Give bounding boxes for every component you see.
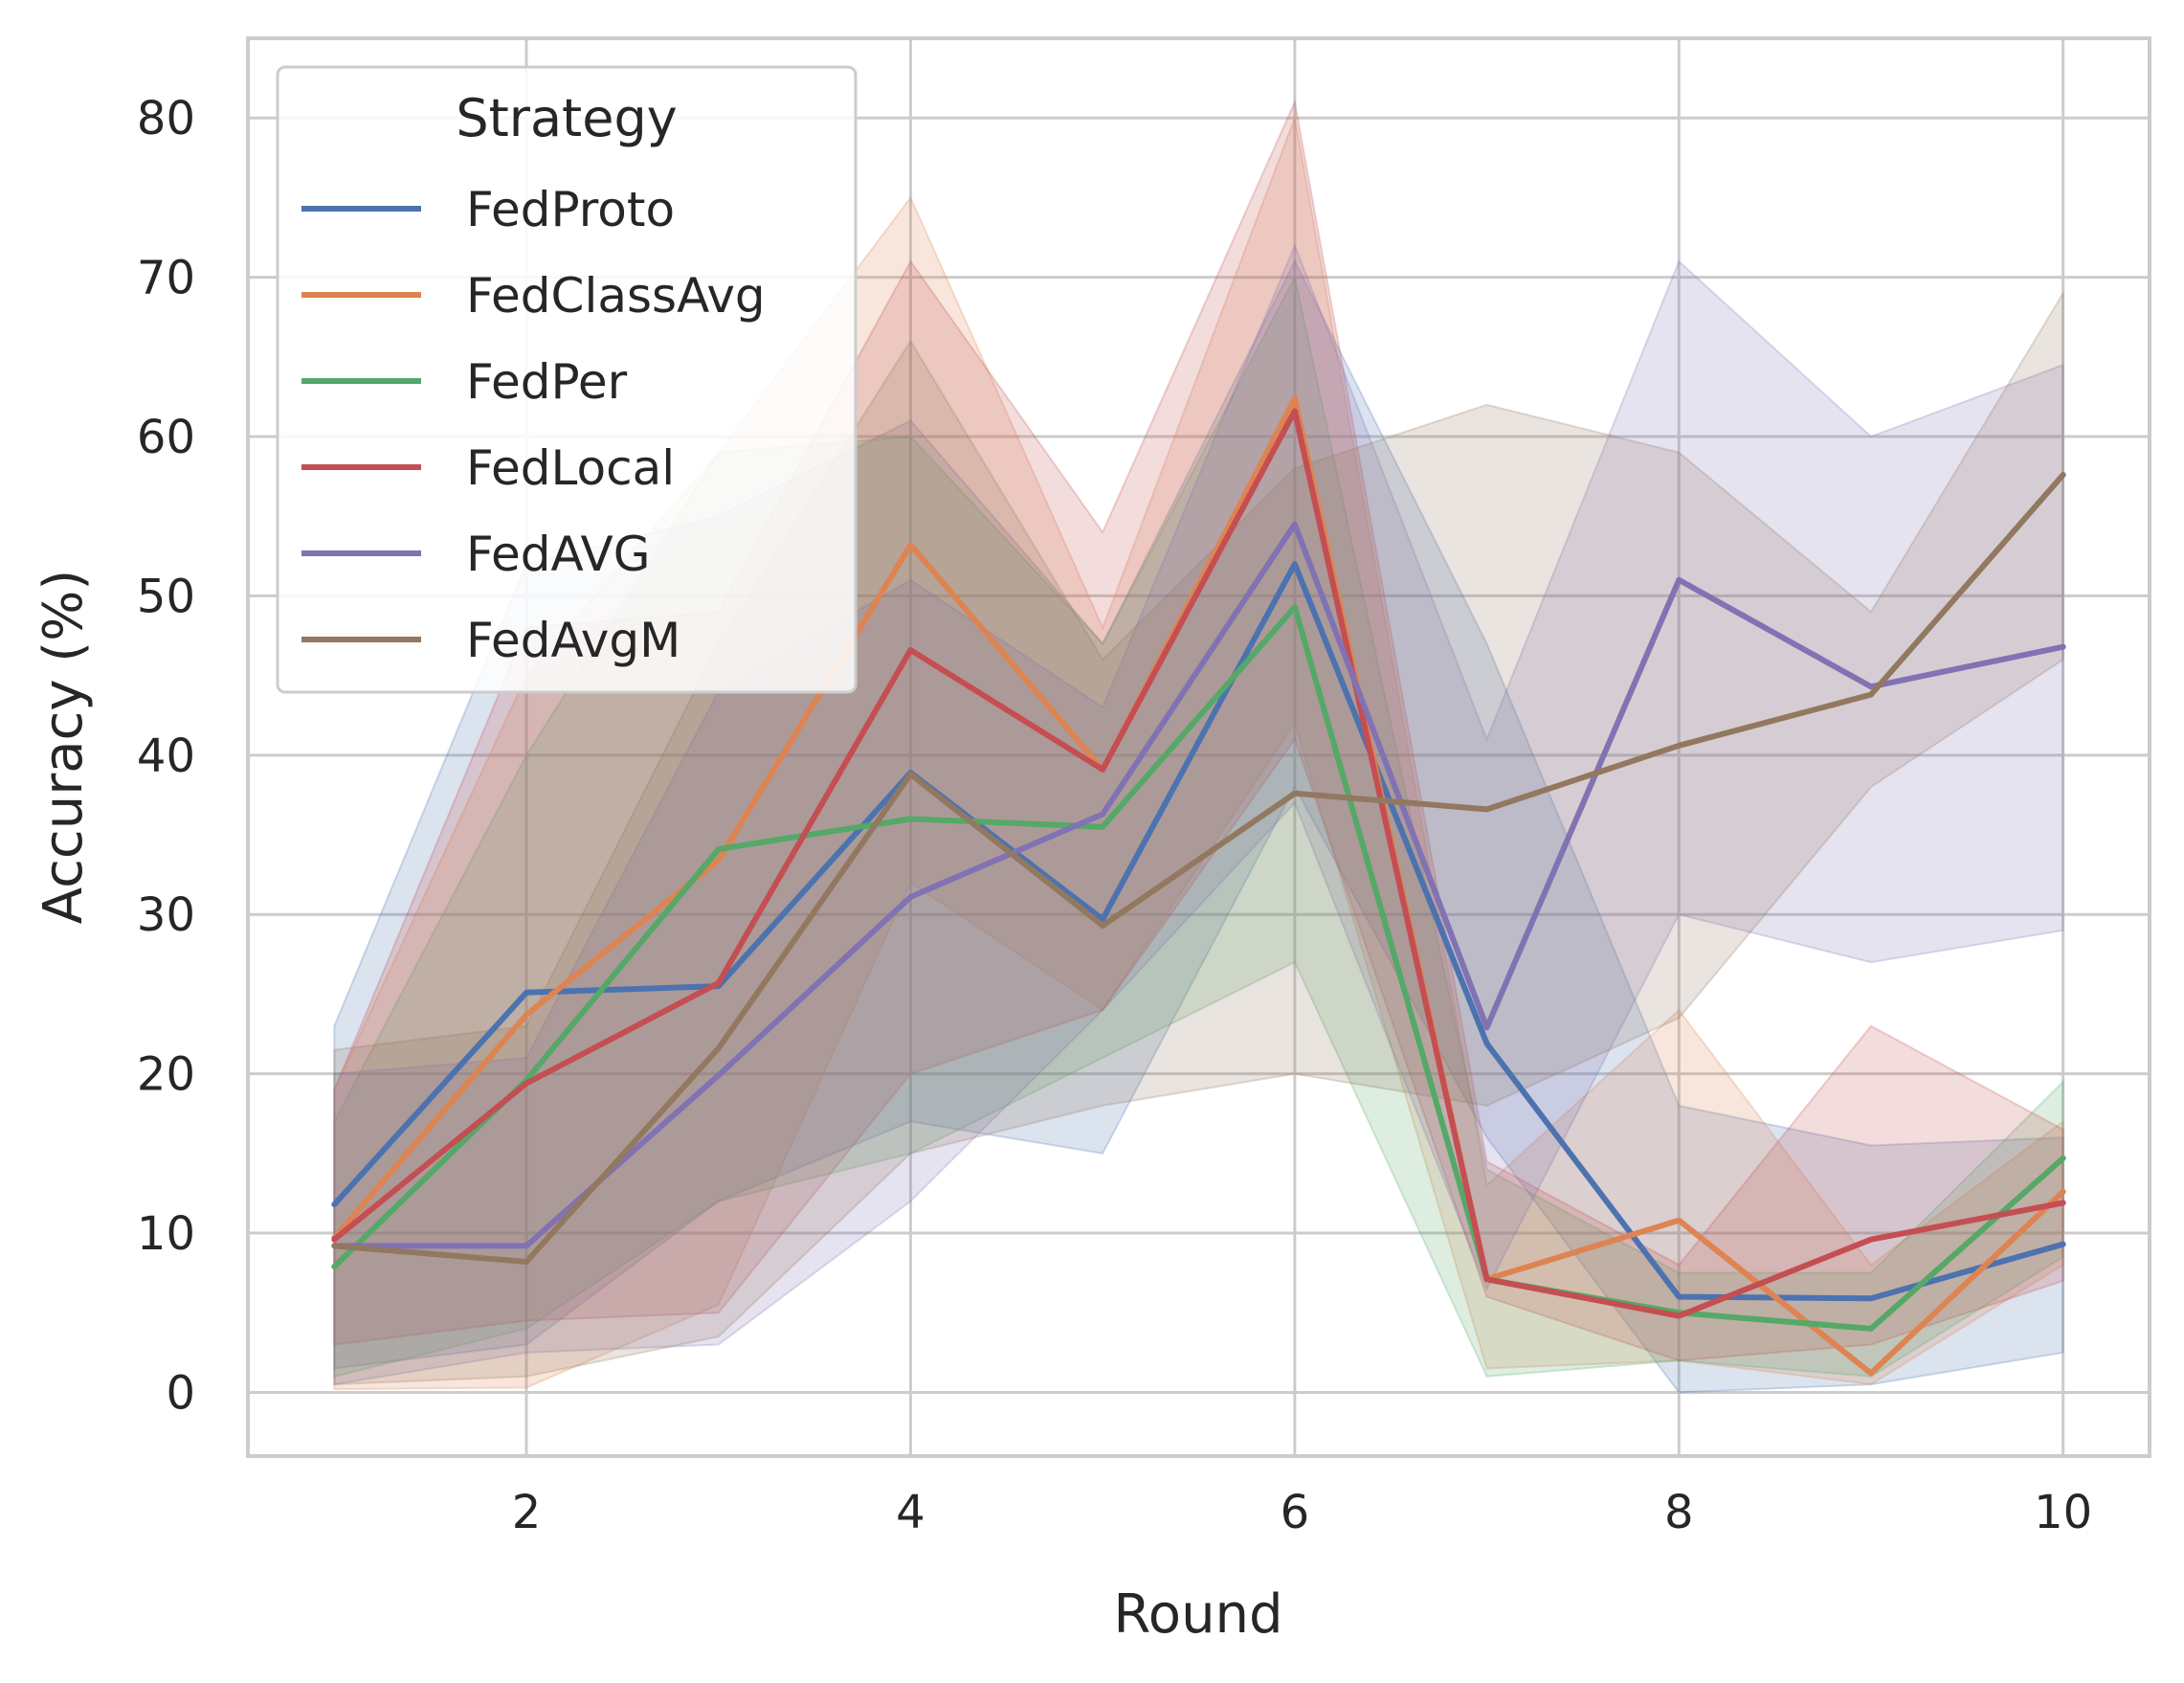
legend-label-fedproto: FedProto (466, 182, 675, 237)
y-tick-label: 80 (137, 92, 195, 146)
series-line-fedper (331, 604, 2066, 1332)
confidence-band-fedavgm (333, 289, 2064, 1386)
series-line-fedavgm (331, 471, 2066, 1265)
y-axis-ticks: 0 10 20 30 40 50 60 70 80 (137, 92, 195, 1420)
x-axis-ticks: 2 4 6 8 10 (512, 1486, 2092, 1539)
y-tick-label: 20 (137, 1048, 195, 1102)
x-tick-label: 4 (896, 1486, 925, 1539)
x-tick-label: 10 (2034, 1486, 2092, 1539)
legend-label-fedclassavg: FedClassAvg (466, 268, 766, 324)
legend-entries: FedProto FedClassAvg FedPer FedLocal FedAVG F… (301, 182, 766, 668)
series-lines (331, 395, 2066, 1377)
y-tick-label: 70 (137, 252, 195, 305)
y-tick-label: 50 (137, 570, 195, 623)
y-axis-label: Accuracy (%) (33, 570, 95, 924)
x-axis-label: Round (1113, 1583, 1282, 1646)
legend-title: Strategy (456, 88, 677, 148)
y-tick-label: 10 (137, 1207, 195, 1261)
legend: Strategy FedProto FedClassAvg FedPer FedLoc… (276, 65, 858, 694)
y-tick-label: 30 (137, 888, 195, 942)
y-tick-label: 60 (137, 411, 195, 464)
x-tick-label: 6 (1281, 1486, 1310, 1539)
series-line-fedavg (331, 521, 2066, 1249)
series-line-fedlocal (331, 408, 2066, 1319)
legend-label-fedper: FedPer (466, 354, 628, 410)
legend-label-fedavgm: FedAvgM (466, 613, 680, 668)
y-tick-label: 0 (166, 1366, 195, 1420)
y-tick-label: 40 (137, 729, 195, 783)
plot-frame (246, 36, 2151, 1458)
x-tick-label: 2 (512, 1486, 542, 1539)
x-tick-label: 8 (1664, 1486, 1694, 1539)
legend-box (276, 65, 858, 694)
legend-label-fedlocal: FedLocal (466, 440, 675, 496)
confidence-band-fedlocal (333, 99, 2064, 1362)
series-line-fedclassavg (331, 395, 2066, 1377)
legend-label-fedavg: FedAVG (466, 527, 650, 582)
